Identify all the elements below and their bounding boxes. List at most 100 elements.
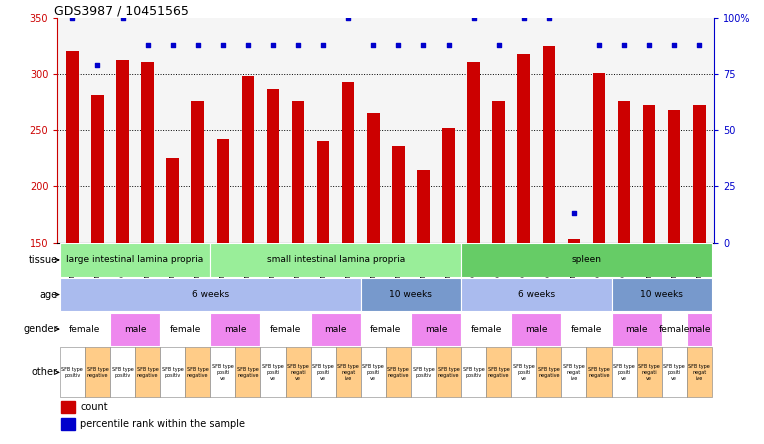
Bar <box>60 401 75 413</box>
Bar <box>417 170 429 242</box>
Bar <box>60 278 361 311</box>
Point <box>192 41 204 48</box>
Text: SFB type
positiv: SFB type positiv <box>112 367 134 378</box>
Bar <box>60 418 75 430</box>
Text: SFB type
negative: SFB type negative <box>237 367 259 378</box>
Point <box>167 41 179 48</box>
Bar <box>192 101 204 242</box>
Bar <box>442 128 455 242</box>
Text: male: male <box>325 325 347 333</box>
Text: SFB type
positi
ve: SFB type positi ve <box>262 364 284 381</box>
Bar <box>160 348 185 397</box>
Bar <box>461 313 511 346</box>
Bar <box>110 313 160 346</box>
Bar <box>261 348 286 397</box>
Text: age: age <box>40 289 58 300</box>
Point <box>92 61 104 68</box>
Bar <box>386 348 411 397</box>
Bar <box>511 313 562 346</box>
Bar <box>461 243 712 277</box>
Text: SFB type
positiv: SFB type positiv <box>61 367 83 378</box>
Text: female: female <box>571 325 602 333</box>
Text: GDS3987 / 10451565: GDS3987 / 10451565 <box>54 5 189 18</box>
Text: SFB type
positi
ve: SFB type positi ve <box>663 364 685 381</box>
Bar <box>116 60 129 242</box>
Bar <box>392 146 405 242</box>
Bar <box>60 348 85 397</box>
Text: SFB type
negative: SFB type negative <box>487 367 510 378</box>
Bar <box>562 348 587 397</box>
Bar <box>241 76 254 242</box>
Point <box>367 41 380 48</box>
Text: SFB type
positi
ve: SFB type positi ve <box>362 364 384 381</box>
Bar <box>85 348 110 397</box>
Bar <box>618 101 630 242</box>
Text: small intestinal lamina propria: small intestinal lamina propria <box>267 255 405 265</box>
Text: SFB type
negati
ve: SFB type negati ve <box>287 364 309 381</box>
Text: SFB type
positi
ve: SFB type positi ve <box>212 364 234 381</box>
Text: SFB type
negati
ve: SFB type negati ve <box>638 364 660 381</box>
Text: 10 weeks: 10 weeks <box>640 290 683 299</box>
Bar <box>267 89 279 242</box>
Text: SFB type
negative: SFB type negative <box>387 367 410 378</box>
Text: SFB type
negative: SFB type negative <box>187 367 209 378</box>
Point <box>116 14 128 21</box>
Point <box>668 41 680 48</box>
Text: SFB type
positiv: SFB type positiv <box>413 367 434 378</box>
Text: SFB type
negative: SFB type negative <box>438 367 459 378</box>
Bar <box>662 313 687 346</box>
Text: 6 weeks: 6 weeks <box>518 290 555 299</box>
Text: SFB type
positi
ve: SFB type positi ve <box>513 364 535 381</box>
Text: large intestinal lamina propria: large intestinal lamina propria <box>66 255 204 265</box>
Text: SFB type
negative: SFB type negative <box>137 367 158 378</box>
Bar <box>693 106 706 242</box>
Bar <box>611 278 712 311</box>
Bar <box>587 348 611 397</box>
Text: 10 weeks: 10 weeks <box>390 290 432 299</box>
Bar <box>317 142 329 242</box>
Point <box>141 41 154 48</box>
Bar <box>568 239 580 242</box>
Bar <box>643 106 656 242</box>
Text: SFB type
positiv: SFB type positiv <box>463 367 484 378</box>
Point <box>493 41 505 48</box>
Bar <box>361 313 411 346</box>
Bar <box>361 278 461 311</box>
Text: female: female <box>370 325 402 333</box>
Point <box>66 14 79 21</box>
Point <box>568 210 580 217</box>
Bar <box>611 348 636 397</box>
Bar <box>542 46 555 242</box>
Point <box>593 41 605 48</box>
Point <box>618 41 630 48</box>
Bar <box>468 62 480 242</box>
Text: SFB type
positiv: SFB type positiv <box>162 367 183 378</box>
Bar <box>160 313 210 346</box>
Point <box>518 14 530 21</box>
Text: gender: gender <box>23 324 58 334</box>
Text: other: other <box>32 367 58 377</box>
Bar <box>536 348 562 397</box>
Text: male: male <box>124 325 146 333</box>
Text: SFB type
negative: SFB type negative <box>86 367 108 378</box>
Text: male: male <box>425 325 447 333</box>
Point <box>392 41 404 48</box>
Text: SFB type
negative: SFB type negative <box>538 367 560 378</box>
Bar <box>60 313 110 346</box>
Text: percentile rank within the sample: percentile rank within the sample <box>80 419 245 429</box>
Text: female: female <box>70 325 101 333</box>
Bar <box>687 348 712 397</box>
Bar <box>593 73 605 242</box>
Bar <box>210 348 235 397</box>
Text: SFB type
negat
ive: SFB type negat ive <box>338 364 359 381</box>
Text: SFB type
positi
ve: SFB type positi ve <box>312 364 334 381</box>
Text: male: male <box>224 325 247 333</box>
Point <box>442 41 455 48</box>
Text: male: male <box>525 325 548 333</box>
Bar <box>167 159 179 242</box>
Bar <box>235 348 261 397</box>
Bar <box>66 52 79 242</box>
Bar <box>668 110 681 242</box>
Text: tissue: tissue <box>29 255 58 265</box>
Point <box>317 41 329 48</box>
